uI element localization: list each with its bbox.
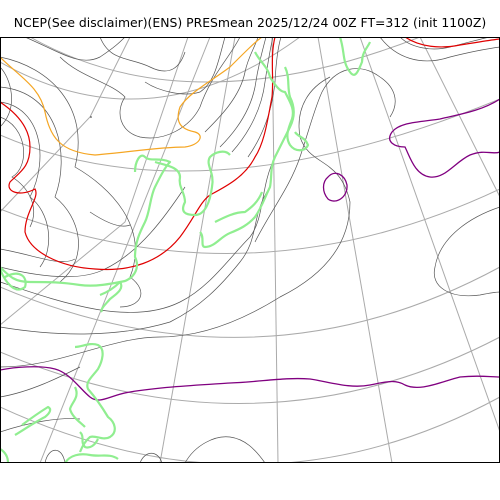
coastline xyxy=(99,280,123,313)
isobar xyxy=(433,206,500,297)
isobar xyxy=(24,37,126,61)
isobar xyxy=(0,418,81,433)
latitude-line xyxy=(0,266,500,338)
orange-contour xyxy=(0,37,263,156)
isobar xyxy=(0,86,79,283)
red-contour xyxy=(0,37,276,271)
longitude-line xyxy=(317,37,393,463)
longitude-line xyxy=(419,37,500,198)
isobar xyxy=(44,449,66,463)
latitude-line xyxy=(0,336,500,404)
isobar xyxy=(0,101,50,268)
red-contour xyxy=(404,37,500,48)
latitude-line xyxy=(0,98,500,172)
purple-contour xyxy=(389,98,500,178)
isobar xyxy=(99,37,186,72)
isobar xyxy=(254,68,396,243)
longitude-line xyxy=(159,37,236,463)
coastline xyxy=(0,154,172,287)
longitude-line xyxy=(39,37,211,463)
isobar xyxy=(184,436,266,463)
map-background xyxy=(0,37,500,463)
coastline xyxy=(199,66,295,249)
latitude-line xyxy=(0,396,500,463)
isobar xyxy=(231,37,274,153)
isobar xyxy=(0,56,142,308)
isobar xyxy=(139,452,163,463)
coastline xyxy=(338,37,372,76)
isobar xyxy=(0,248,76,263)
coastline xyxy=(64,453,119,463)
purple-contour xyxy=(0,366,500,401)
coastline xyxy=(14,405,52,436)
graticule xyxy=(0,37,500,463)
coastline xyxy=(254,51,310,152)
isobar xyxy=(89,211,131,227)
isobar xyxy=(247,37,282,158)
coastline xyxy=(0,448,10,463)
coastline xyxy=(79,431,99,449)
isobar xyxy=(204,37,259,133)
map-canvas xyxy=(0,37,500,463)
latitude-line xyxy=(0,37,301,100)
longitude-line xyxy=(271,37,279,463)
purple-contours xyxy=(0,98,500,401)
map-title: NCEP(See disclaimer)(ENS) PRESmean 2025/… xyxy=(13,15,487,30)
latitude-line xyxy=(29,37,421,83)
coastline xyxy=(214,191,264,223)
latitude-line xyxy=(0,188,500,254)
isobar xyxy=(0,66,12,128)
coastline xyxy=(68,386,86,428)
purple-contour xyxy=(322,172,348,202)
longitude-line xyxy=(359,37,500,433)
isobar xyxy=(0,366,81,398)
map-marker xyxy=(90,116,92,118)
coastlines xyxy=(0,37,372,463)
longitude-line xyxy=(0,37,189,326)
pressure-map xyxy=(0,37,500,463)
coastline xyxy=(74,342,116,453)
coastline xyxy=(0,268,27,291)
isobar xyxy=(379,37,500,62)
coastline xyxy=(154,150,231,217)
longitude-line xyxy=(0,37,131,213)
isobar xyxy=(219,37,267,148)
isobar xyxy=(0,116,34,228)
isobar xyxy=(144,37,226,95)
